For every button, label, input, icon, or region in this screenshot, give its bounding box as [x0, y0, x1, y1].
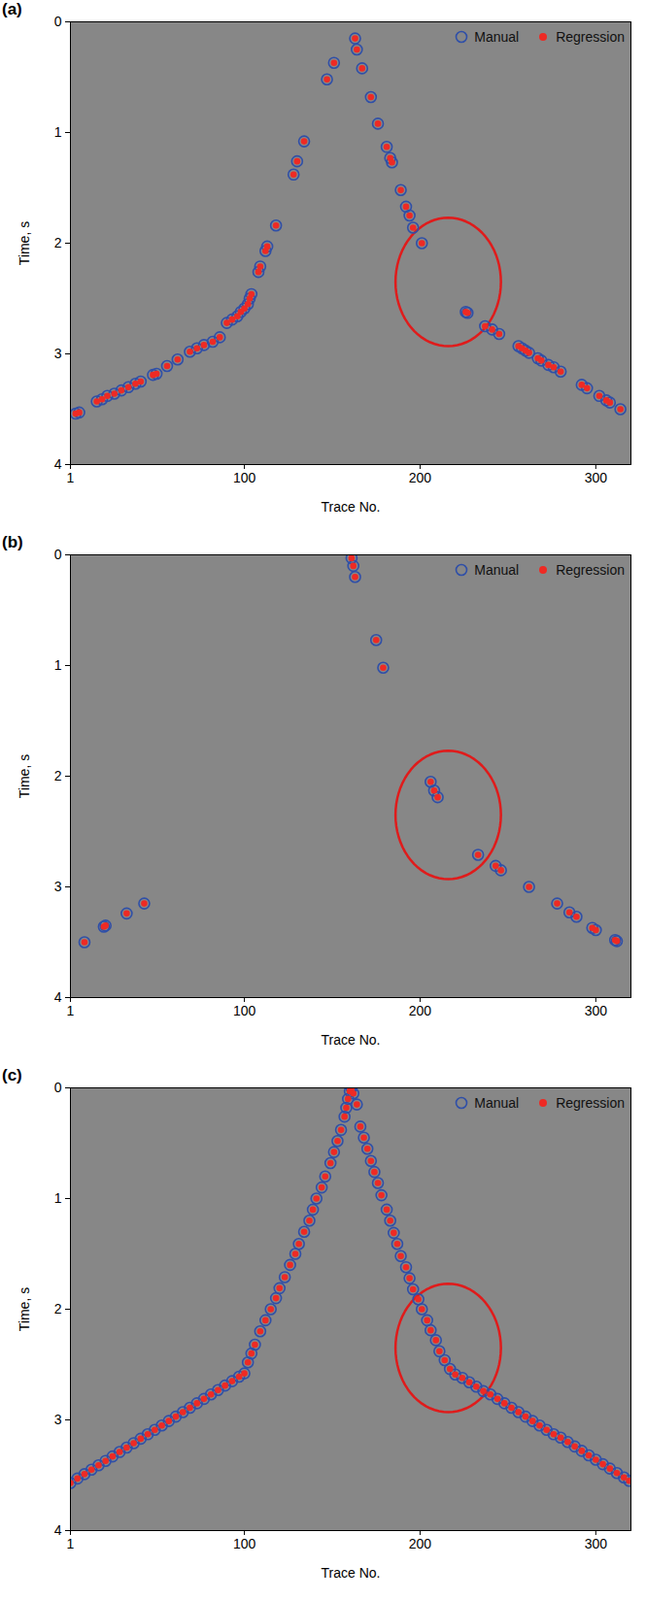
- svg-text:Trace No.: Trace No.: [321, 1565, 381, 1582]
- svg-text:Time, s: Time, s: [16, 1288, 33, 1332]
- svg-text:4: 4: [54, 1523, 63, 1539]
- svg-text:4: 4: [54, 456, 63, 473]
- svg-text:1: 1: [67, 1536, 75, 1553]
- svg-text:4: 4: [54, 989, 63, 1006]
- svg-text:200: 200: [408, 1003, 433, 1020]
- svg-text:Time, s: Time, s: [16, 221, 33, 266]
- svg-text:3: 3: [54, 879, 63, 895]
- html-text:Manual: Manual: [474, 1095, 519, 1112]
- svg-text:100: 100: [233, 470, 257, 486]
- svg-text:300: 300: [584, 1003, 609, 1020]
- svg-text:3: 3: [54, 1412, 63, 1428]
- html-text:Regression: Regression: [555, 29, 625, 45]
- html-text:Manual: Manual: [474, 29, 519, 45]
- svg-text:1: 1: [67, 1003, 75, 1020]
- html-text:Regression: Regression: [555, 562, 625, 578]
- svg-text:0: 0: [54, 1080, 63, 1096]
- svg-text:1: 1: [54, 657, 63, 674]
- svg-text:1: 1: [54, 124, 63, 140]
- html-text:(c): (c): [1, 1066, 23, 1086]
- html-text:Manual: Manual: [474, 562, 519, 578]
- svg-text:Trace No.: Trace No.: [321, 499, 381, 515]
- svg-text:Time, s: Time, s: [16, 754, 33, 799]
- html-text:Regression: Regression: [555, 1095, 625, 1112]
- svg-text:100: 100: [233, 1003, 257, 1020]
- svg-text:1: 1: [54, 1190, 63, 1207]
- svg-text:1: 1: [67, 470, 75, 486]
- svg-text:300: 300: [584, 1536, 609, 1553]
- svg-text:300: 300: [584, 470, 609, 486]
- svg-text:0: 0: [54, 546, 63, 563]
- svg-text:3: 3: [54, 345, 63, 362]
- svg-text:200: 200: [408, 1536, 433, 1553]
- svg-text:200: 200: [408, 470, 433, 486]
- svg-text:2: 2: [54, 768, 63, 784]
- html-text:(a): (a): [1, 0, 23, 19]
- svg-text:Trace No.: Trace No.: [321, 1032, 381, 1049]
- svg-text:2: 2: [54, 1301, 63, 1318]
- html-text:(b): (b): [1, 533, 24, 552]
- svg-text:0: 0: [54, 13, 63, 30]
- svg-text:2: 2: [54, 235, 63, 251]
- svg-text:100: 100: [233, 1536, 257, 1553]
